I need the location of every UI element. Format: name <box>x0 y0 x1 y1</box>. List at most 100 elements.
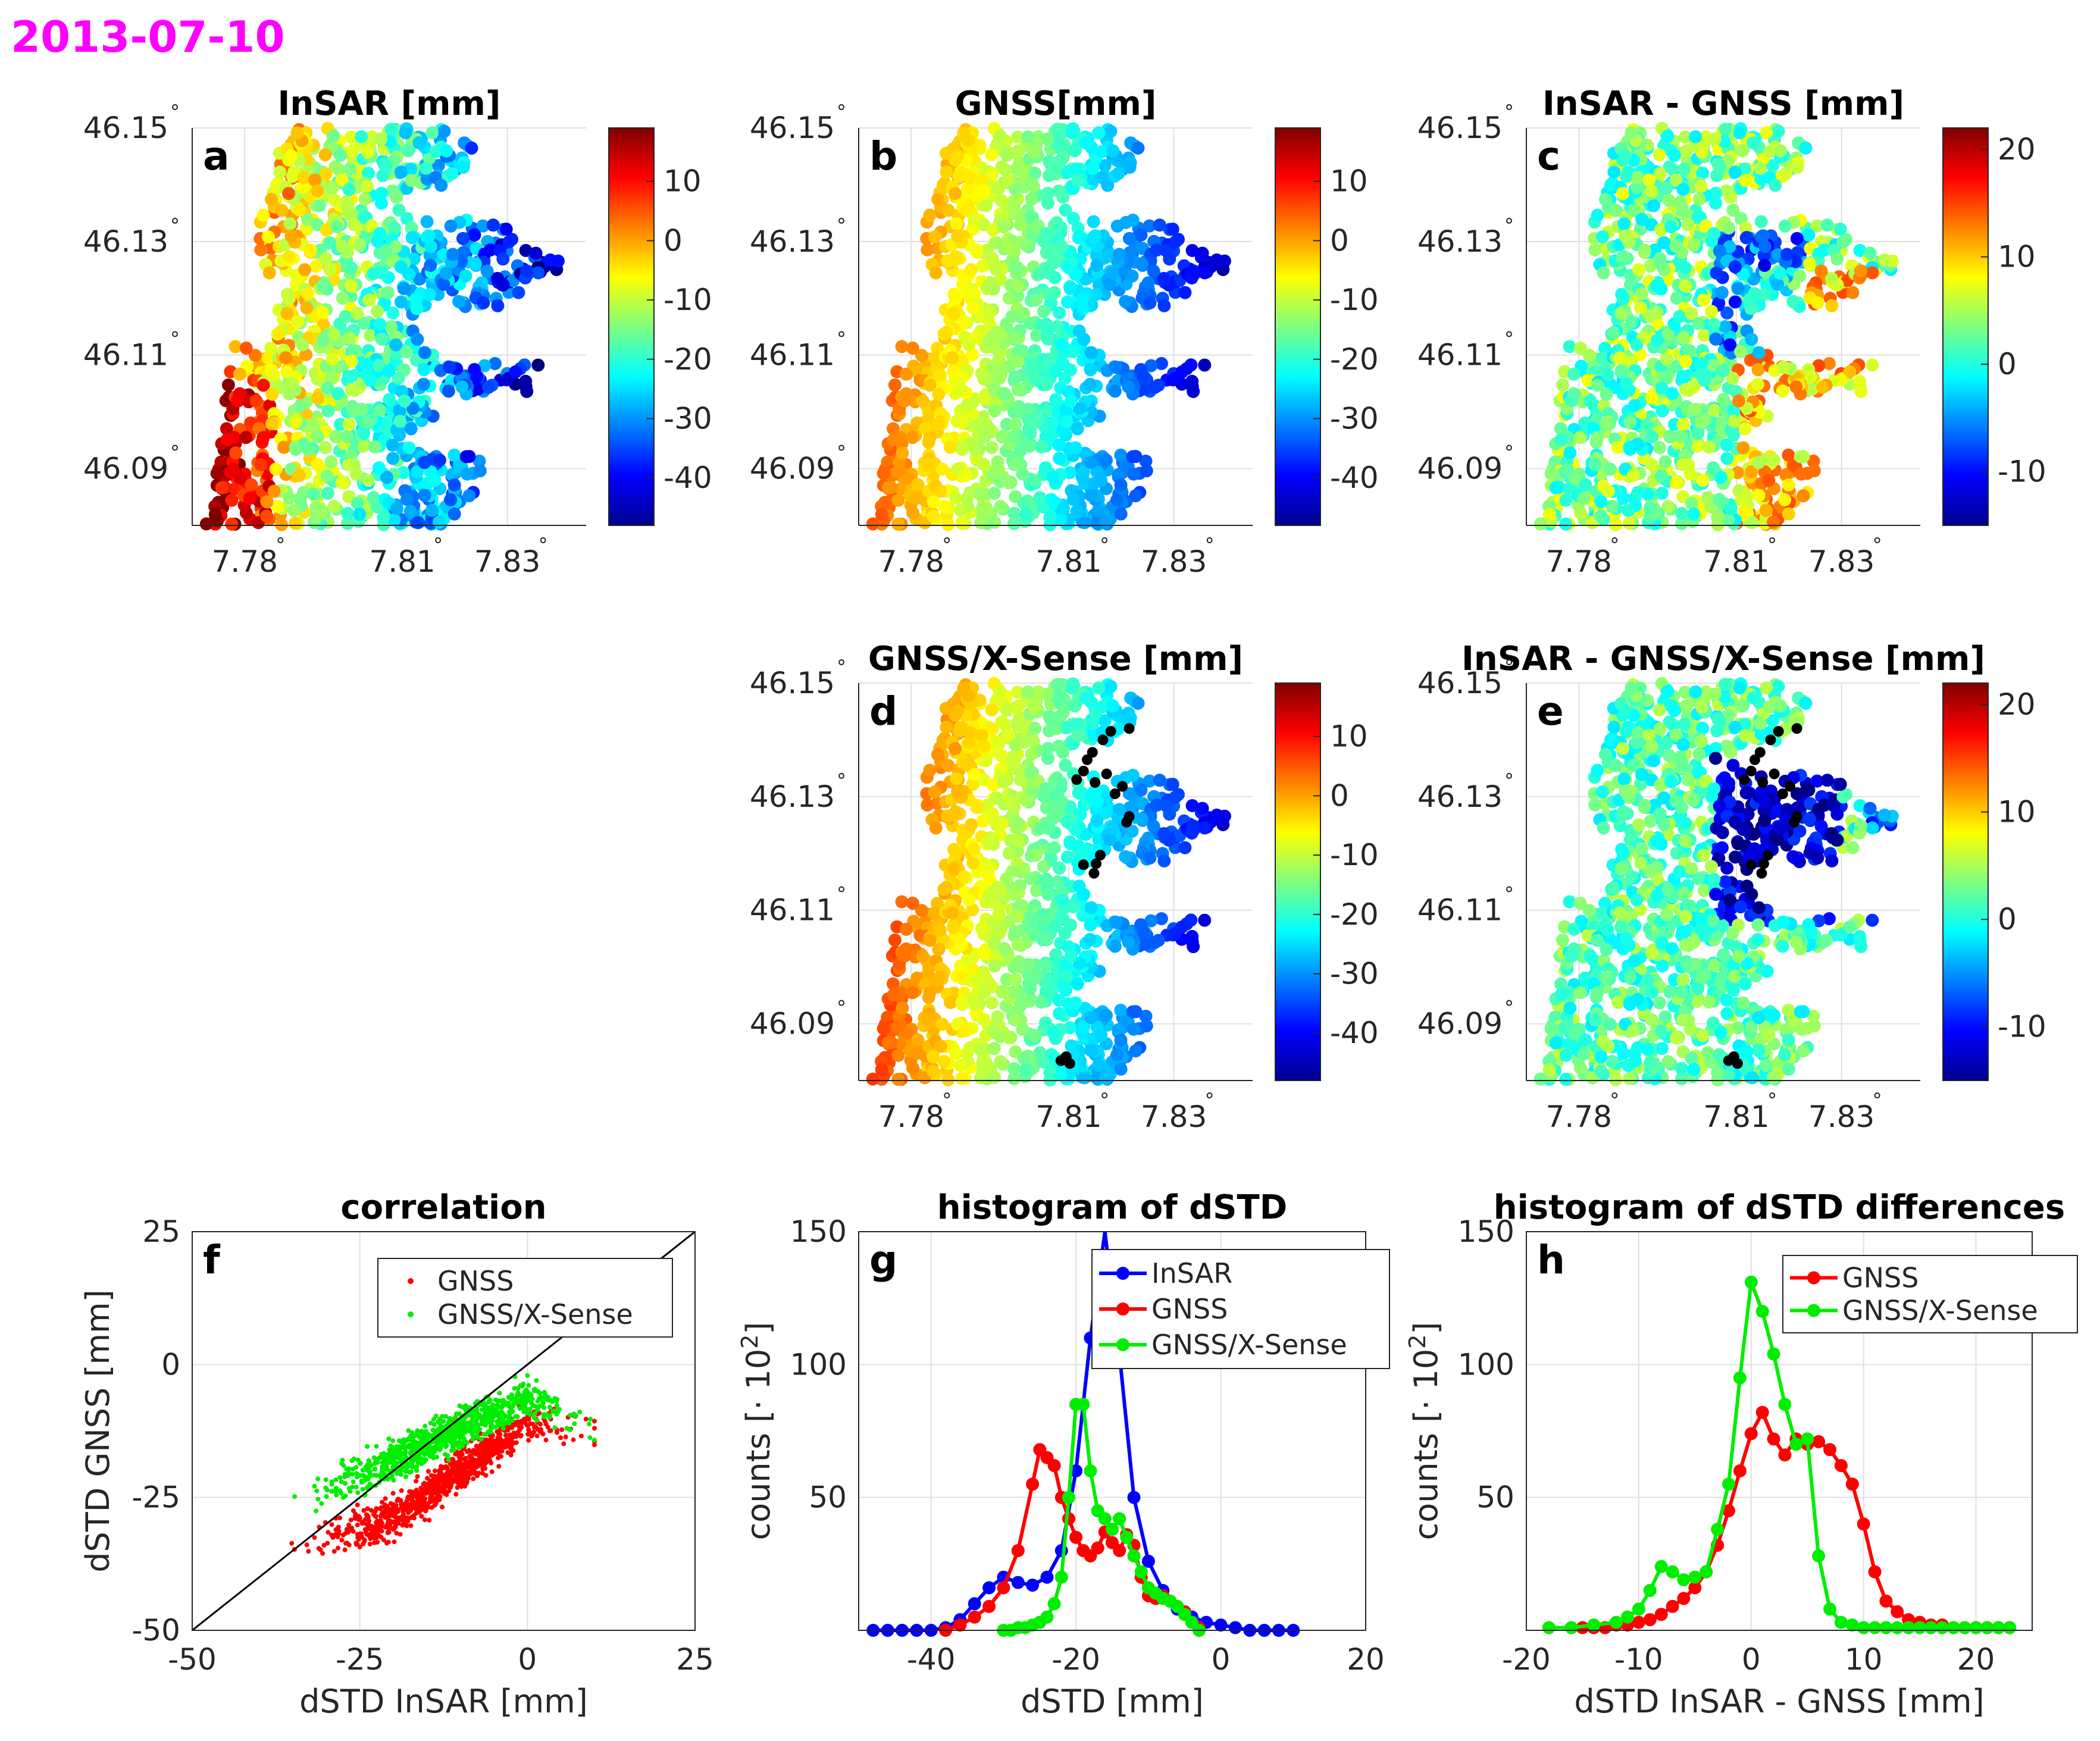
map-point <box>1100 1009 1113 1022</box>
map-point <box>1687 239 1701 252</box>
map-point <box>306 487 320 501</box>
map-point <box>1060 970 1074 983</box>
map-point <box>965 263 978 277</box>
map-point <box>1000 704 1013 717</box>
map-point <box>1040 959 1054 972</box>
map-point <box>260 495 274 509</box>
map-point <box>973 418 987 432</box>
map-point <box>1063 282 1077 295</box>
map-point <box>1029 848 1043 862</box>
map-point <box>1600 417 1613 430</box>
map-point <box>934 1039 947 1053</box>
map-point <box>411 465 424 478</box>
date-title: 2013-07-10 <box>11 12 285 62</box>
map-point <box>990 818 1003 831</box>
map-point <box>1042 821 1056 835</box>
map-point <box>977 1013 991 1026</box>
map-point <box>1707 227 1721 240</box>
map-point <box>225 493 239 507</box>
map-point <box>1707 317 1721 331</box>
map-point <box>1166 373 1180 387</box>
map-point <box>318 148 332 162</box>
map-point <box>1025 192 1038 206</box>
map-point <box>947 306 960 320</box>
map-point <box>1048 841 1061 854</box>
map-point <box>1863 246 1877 260</box>
map-point <box>486 218 500 232</box>
map-point <box>921 243 934 256</box>
map-point <box>375 186 388 200</box>
map-point <box>1091 503 1105 517</box>
map-point <box>360 368 374 381</box>
map-point <box>208 508 222 521</box>
map-point <box>228 482 242 496</box>
map-point <box>390 502 403 515</box>
map-point <box>1108 940 1122 953</box>
map-point <box>1689 130 1702 143</box>
map-point <box>1113 248 1126 261</box>
map-point <box>916 394 929 408</box>
map-point <box>1019 239 1033 252</box>
lon-tick-label: 7.83 <box>474 544 540 579</box>
map-point <box>1079 136 1093 149</box>
colorbar-tick-label: -20 <box>1330 342 1379 377</box>
map-point <box>345 355 358 368</box>
map-point <box>1734 345 1748 359</box>
map-point <box>976 1056 990 1069</box>
map-point <box>1601 368 1614 382</box>
map-point <box>941 1073 955 1086</box>
map-point <box>1616 250 1630 264</box>
map-point <box>1026 734 1040 748</box>
map-point <box>1767 515 1780 529</box>
map-point <box>290 126 304 140</box>
colorbar-tick-label: 0 <box>1330 778 1349 813</box>
map-point <box>1069 996 1082 1010</box>
map-point <box>951 149 965 162</box>
map-point <box>935 462 949 476</box>
map-point <box>946 906 959 920</box>
map-point <box>992 908 1006 921</box>
map-point <box>1675 430 1688 443</box>
map-point <box>1109 915 1123 929</box>
map-point <box>1830 252 1844 266</box>
map-point <box>1594 509 1608 523</box>
map-point <box>321 381 334 395</box>
map-point <box>1059 759 1072 772</box>
map-point <box>1669 239 1683 253</box>
map-point <box>397 282 411 295</box>
map-point <box>886 422 900 436</box>
map-point <box>1178 841 1192 854</box>
map-point <box>897 949 910 963</box>
map-point <box>386 306 400 320</box>
degree-sign: ° <box>170 441 180 464</box>
map-point <box>284 229 298 243</box>
map-point <box>900 922 913 936</box>
map-point <box>949 805 962 819</box>
map-point <box>265 193 278 206</box>
map-point <box>509 365 522 379</box>
map-point <box>447 507 461 521</box>
map-point <box>1795 467 1808 481</box>
map-point <box>400 345 414 359</box>
map-point <box>1071 174 1085 187</box>
map-point <box>1719 320 1732 333</box>
colorbar-tick-label: -10 <box>1998 455 2046 489</box>
map-point <box>1064 949 1078 963</box>
map-panel-e: InSAR - GNSS/X-Sense [mm]e46.15 °46.13 °46… <box>1417 640 2046 1134</box>
map-point <box>367 491 380 505</box>
colorbar-tick-label: 10 <box>1330 719 1368 754</box>
colorbar <box>1942 127 1989 526</box>
map-point <box>339 309 352 323</box>
map-point <box>316 306 330 320</box>
map-point <box>1106 822 1119 835</box>
map-point <box>1166 778 1179 791</box>
map-point <box>965 818 978 832</box>
map-point <box>386 438 399 452</box>
degree-sign: ° <box>433 534 443 556</box>
lat-tick-label: 46.13 <box>750 224 835 259</box>
map-point <box>982 279 996 293</box>
map-point <box>429 145 443 158</box>
map-point <box>437 124 451 138</box>
colorbar-tick-label: -10 <box>1330 838 1379 872</box>
map-point <box>1665 387 1679 400</box>
